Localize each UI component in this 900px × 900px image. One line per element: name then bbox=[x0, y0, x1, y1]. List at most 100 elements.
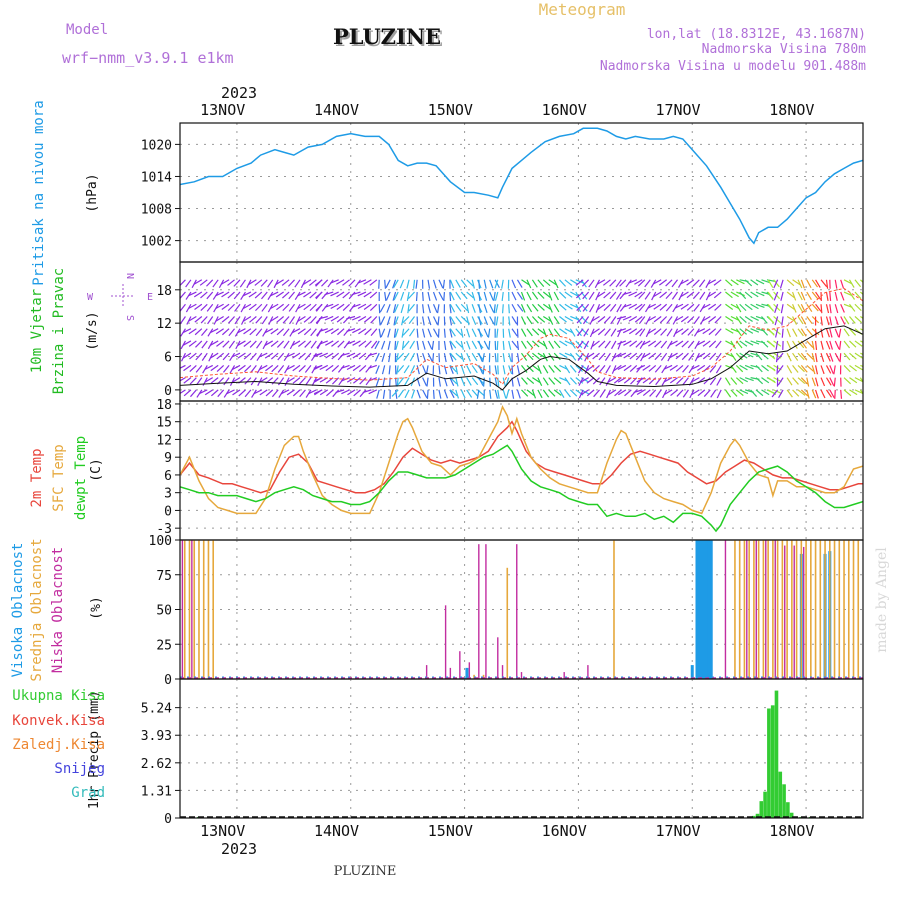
wind-vector bbox=[210, 389, 219, 397]
wind-vector bbox=[352, 364, 361, 372]
wind-vector bbox=[478, 279, 481, 289]
wind-vector bbox=[553, 340, 561, 349]
wind-vector bbox=[346, 315, 356, 320]
wind-vector bbox=[286, 377, 295, 383]
wind-vector bbox=[666, 316, 673, 325]
wind-vector bbox=[589, 328, 595, 338]
wind-vector bbox=[715, 340, 722, 349]
wind-vector bbox=[750, 291, 759, 298]
wind-vector bbox=[180, 364, 186, 369]
wind-vector bbox=[597, 316, 606, 323]
wind-vector bbox=[811, 279, 819, 288]
wind-vector bbox=[653, 291, 662, 298]
wind-vector bbox=[303, 303, 312, 311]
wind-vector bbox=[660, 340, 668, 349]
wind-vector bbox=[265, 389, 274, 397]
wind-vector bbox=[829, 316, 833, 326]
wind-vector bbox=[675, 364, 684, 372]
wind-vector bbox=[569, 377, 577, 385]
wind-vector bbox=[432, 316, 439, 325]
wind-vector bbox=[387, 340, 391, 350]
wind-vector bbox=[800, 279, 805, 289]
wind-vector bbox=[330, 291, 339, 297]
wind-vector bbox=[183, 377, 192, 384]
wind-vector bbox=[575, 364, 583, 372]
wind-vector bbox=[800, 328, 807, 337]
wind-vector bbox=[688, 352, 695, 361]
wind-vector bbox=[553, 328, 561, 337]
wind-vector bbox=[829, 352, 834, 362]
wind-vector bbox=[653, 328, 662, 335]
wind-vector bbox=[638, 291, 646, 300]
wind-vector bbox=[471, 389, 479, 398]
wind-vector bbox=[623, 364, 632, 372]
cloud-bar bbox=[482, 674, 485, 679]
wind-vector bbox=[526, 352, 534, 361]
wind-vector bbox=[659, 316, 668, 324]
wind-vector bbox=[210, 352, 219, 359]
wind-vector bbox=[676, 389, 684, 397]
wind-vector bbox=[714, 316, 722, 324]
footer-station: PLUZINE bbox=[334, 864, 397, 879]
wind-vector bbox=[780, 291, 784, 301]
wind-vector bbox=[615, 291, 622, 300]
wind-vector bbox=[324, 328, 334, 334]
wind-vector bbox=[182, 340, 192, 346]
wind-vector bbox=[483, 328, 489, 338]
wind-vector bbox=[654, 365, 662, 373]
wind-vector bbox=[275, 291, 284, 298]
precip-bar bbox=[786, 802, 790, 818]
wind-vector bbox=[586, 389, 595, 397]
wind-vector bbox=[730, 279, 739, 286]
wind-vector bbox=[375, 377, 380, 387]
wind-vector bbox=[761, 340, 769, 348]
wind-vector bbox=[496, 328, 499, 338]
wind-vector bbox=[542, 340, 548, 350]
wind-vector bbox=[408, 303, 416, 312]
wind-vector bbox=[309, 316, 317, 324]
wind-vector bbox=[394, 340, 397, 350]
mid-cloud-ylabel: Srednja Oblacnost bbox=[29, 538, 45, 681]
wind-vector bbox=[365, 365, 372, 373]
wind-vector bbox=[797, 291, 803, 301]
wind-vector bbox=[526, 279, 532, 289]
wind-vector bbox=[773, 279, 779, 289]
wind-vector bbox=[703, 389, 711, 397]
wind-vector bbox=[542, 365, 549, 374]
compass-s: S bbox=[124, 315, 135, 321]
wind-vector bbox=[570, 291, 579, 297]
wind-vector bbox=[280, 389, 290, 395]
wind-vector bbox=[253, 389, 263, 395]
wind-vector bbox=[342, 279, 350, 286]
wind-vector bbox=[409, 328, 416, 337]
wind-vector bbox=[610, 340, 617, 350]
wind-vector bbox=[581, 279, 590, 287]
wind-vector bbox=[455, 352, 463, 360]
wind-vector bbox=[455, 303, 462, 312]
wind-vector bbox=[331, 364, 340, 372]
wind-vector bbox=[638, 303, 646, 312]
wind-vector bbox=[622, 291, 632, 296]
wind-vector bbox=[501, 279, 504, 289]
wind-vector bbox=[697, 364, 706, 371]
cloud-bar bbox=[852, 540, 855, 679]
wind-vector bbox=[471, 365, 478, 374]
wind-vector bbox=[526, 340, 534, 349]
wind-vector bbox=[814, 353, 818, 363]
wind-vector bbox=[237, 328, 246, 334]
wind-vector bbox=[378, 328, 382, 338]
wind-vector bbox=[319, 364, 329, 371]
precip-legend-item: Snijeg bbox=[54, 761, 105, 777]
wind-vector bbox=[806, 377, 810, 387]
wind-vector bbox=[516, 365, 520, 375]
wind-vector bbox=[416, 365, 420, 375]
wind-vector bbox=[393, 316, 397, 326]
y-tick-label: 1014 bbox=[141, 170, 172, 185]
wind-vector bbox=[792, 389, 800, 397]
wind-vector bbox=[843, 328, 850, 337]
wind-vector bbox=[696, 352, 706, 359]
wind-vector bbox=[325, 352, 334, 359]
top-day-labels: 13NOV 14NOV 15NOV 16NOV 17NOV 18NOV bbox=[200, 101, 814, 119]
wind-vector bbox=[264, 340, 274, 346]
wind-vector bbox=[455, 316, 462, 324]
